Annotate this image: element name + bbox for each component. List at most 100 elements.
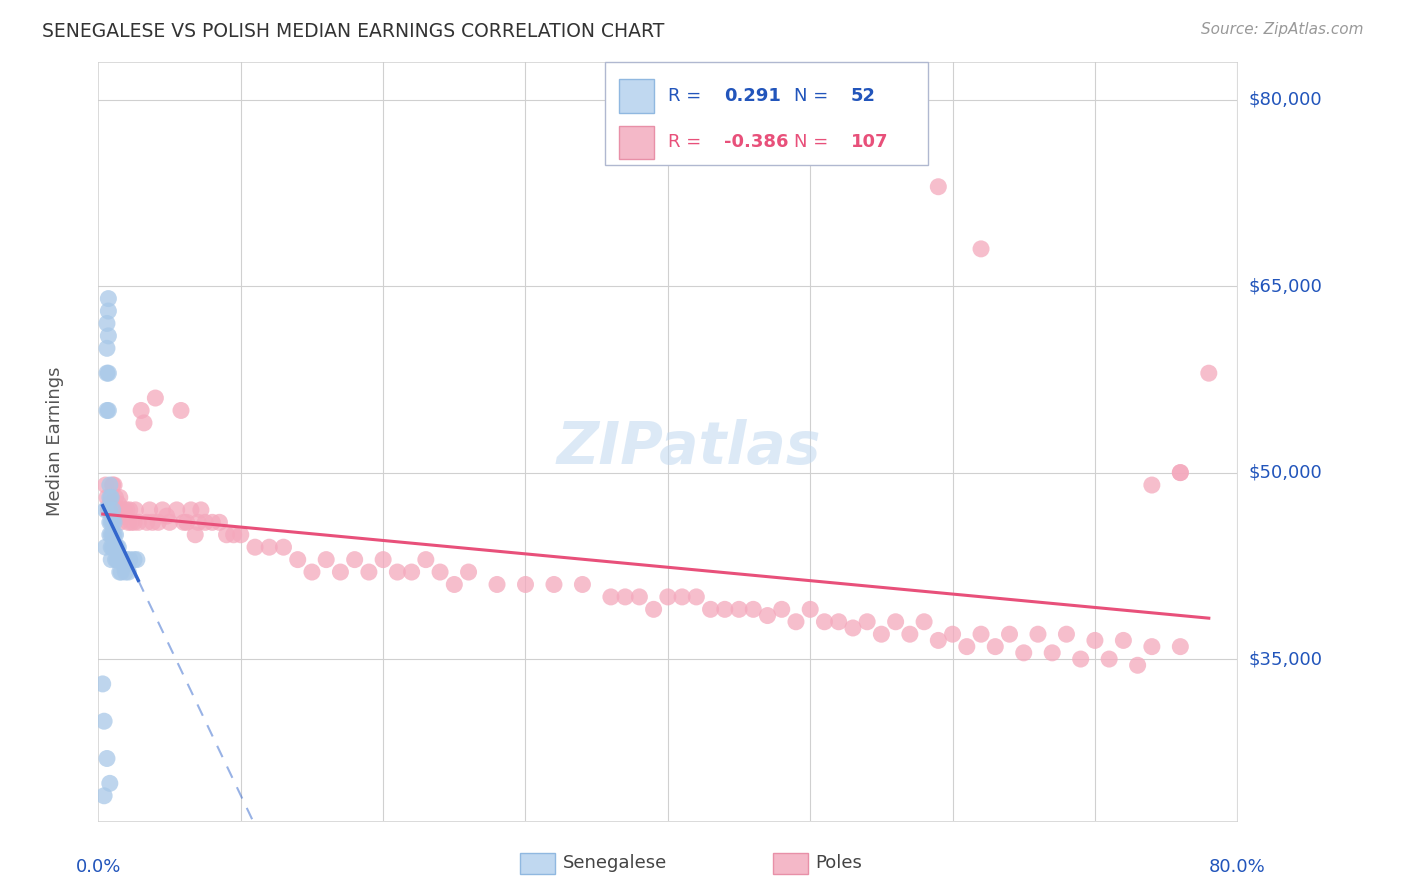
Point xyxy=(124,503,146,517)
Point xyxy=(100,491,122,505)
Point xyxy=(97,304,120,318)
Point xyxy=(201,516,224,530)
Point xyxy=(148,516,170,530)
Text: $65,000: $65,000 xyxy=(1249,277,1322,295)
Point xyxy=(657,590,679,604)
Point xyxy=(110,565,132,579)
Point xyxy=(103,516,125,530)
Point xyxy=(813,615,835,629)
Point xyxy=(104,491,127,505)
Text: Source: ZipAtlas.com: Source: ZipAtlas.com xyxy=(1201,22,1364,37)
Point xyxy=(229,528,252,542)
Point xyxy=(101,528,124,542)
Text: $80,000: $80,000 xyxy=(1249,91,1322,109)
Point xyxy=(101,540,124,554)
Point xyxy=(628,590,651,604)
Point xyxy=(259,540,281,554)
Point xyxy=(101,478,124,492)
Point xyxy=(543,577,565,591)
Text: N =: N = xyxy=(794,134,828,152)
Point xyxy=(884,615,907,629)
Point xyxy=(100,516,122,530)
Point xyxy=(110,552,132,566)
Point xyxy=(104,552,127,566)
Point xyxy=(956,640,979,654)
Text: -0.386: -0.386 xyxy=(724,134,789,152)
Point xyxy=(108,491,131,505)
Point xyxy=(184,528,207,542)
Point xyxy=(108,552,131,566)
Point xyxy=(1170,466,1192,480)
Point xyxy=(120,516,142,530)
Point xyxy=(970,242,993,256)
Point xyxy=(1026,627,1049,641)
Point xyxy=(98,528,121,542)
Point xyxy=(742,602,765,616)
Point xyxy=(287,552,309,566)
Point xyxy=(243,540,266,554)
Text: 107: 107 xyxy=(851,134,889,152)
Point xyxy=(94,478,117,492)
Point xyxy=(107,552,129,566)
Point xyxy=(96,317,118,331)
Point xyxy=(107,497,129,511)
Point xyxy=(457,565,479,579)
Point xyxy=(152,503,174,517)
Point xyxy=(98,491,121,505)
Point xyxy=(105,503,128,517)
Text: 80.0%: 80.0% xyxy=(1209,858,1265,876)
Point xyxy=(343,552,366,566)
Point xyxy=(98,503,121,517)
Point xyxy=(122,516,145,530)
Point xyxy=(98,478,121,492)
Point xyxy=(870,627,893,641)
Point xyxy=(129,403,152,417)
Point xyxy=(273,540,295,554)
Point xyxy=(110,503,132,517)
Point xyxy=(222,528,245,542)
Point xyxy=(105,540,128,554)
Point xyxy=(486,577,509,591)
Point xyxy=(515,577,537,591)
Point xyxy=(93,714,115,729)
Point xyxy=(1140,478,1163,492)
Point xyxy=(166,503,188,517)
Point xyxy=(187,516,209,530)
Point xyxy=(159,516,181,530)
Point xyxy=(104,540,127,554)
Text: 0.0%: 0.0% xyxy=(76,858,121,876)
Point xyxy=(898,627,921,641)
Point xyxy=(942,627,965,641)
Point xyxy=(96,341,118,355)
Point xyxy=(357,565,380,579)
Point xyxy=(1198,366,1220,380)
Point xyxy=(1112,633,1135,648)
Point xyxy=(127,516,149,530)
Point xyxy=(125,552,148,566)
Point xyxy=(301,565,323,579)
Point xyxy=(97,403,120,417)
Point xyxy=(571,577,593,591)
Point xyxy=(132,416,155,430)
Point xyxy=(103,540,125,554)
Point xyxy=(373,552,395,566)
Point xyxy=(115,552,138,566)
Text: SENEGALESE VS POLISH MEDIAN EARNINGS CORRELATION CHART: SENEGALESE VS POLISH MEDIAN EARNINGS COR… xyxy=(42,22,665,41)
Point xyxy=(842,621,865,635)
Point xyxy=(101,516,124,530)
Point xyxy=(103,528,125,542)
Text: R =: R = xyxy=(668,134,702,152)
Text: $35,000: $35,000 xyxy=(1249,650,1323,668)
Point xyxy=(1098,652,1121,666)
Point xyxy=(1040,646,1063,660)
Point xyxy=(190,503,212,517)
Point xyxy=(111,509,134,524)
Point xyxy=(643,602,665,616)
Point xyxy=(145,391,167,405)
Point xyxy=(100,528,122,542)
Point xyxy=(215,528,238,542)
Point xyxy=(415,552,437,566)
Point xyxy=(97,329,120,343)
Point xyxy=(315,552,337,566)
Point xyxy=(97,503,120,517)
